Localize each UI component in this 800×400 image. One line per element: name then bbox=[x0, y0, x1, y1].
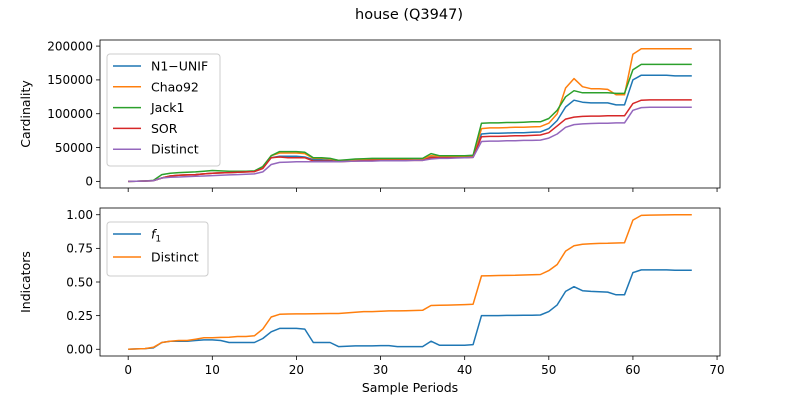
legend-entry: SOR bbox=[151, 121, 178, 136]
legend: N1−UNIF Chao92 Jack1 SOR Distinct bbox=[106, 53, 221, 167]
y-tick-label: 50000 bbox=[55, 141, 93, 155]
figure-title: house (Q3947) bbox=[355, 7, 463, 23]
legend-entry: Jack1 bbox=[150, 100, 184, 115]
x-tick-label: 10 bbox=[205, 363, 220, 377]
y-tick-label: 0.50 bbox=[66, 275, 93, 289]
legend-frame bbox=[106, 53, 221, 167]
x-tick-label: 30 bbox=[373, 363, 388, 377]
series-line-0 bbox=[128, 269, 692, 351]
y-axis-label: Cardinality bbox=[18, 80, 33, 148]
y-tick-label: 150000 bbox=[47, 73, 93, 87]
y-tick-label: 100000 bbox=[47, 107, 93, 121]
y-tick-label: 0 bbox=[85, 175, 93, 189]
y-tick-label: 0.25 bbox=[66, 309, 93, 323]
legend-entry: Distinct bbox=[151, 142, 199, 157]
series-line-1 bbox=[128, 213, 692, 351]
x-tick-label: 70 bbox=[709, 363, 724, 377]
series-line-4 bbox=[128, 106, 692, 183]
x-tick-label: 50 bbox=[541, 363, 556, 377]
cardinality-panel: 0 50000 100000 150000 200000 Cardinality N1−UN… bbox=[18, 39, 721, 192]
x-axis-label: Sample Periods bbox=[362, 380, 458, 395]
legend-entry: Distinct bbox=[151, 250, 199, 265]
y-tick-label: 0.75 bbox=[66, 242, 93, 256]
x-tick-label: 60 bbox=[625, 363, 640, 377]
x-tick-label: 20 bbox=[289, 363, 304, 377]
y-tick-label: 200000 bbox=[47, 39, 93, 53]
legend-frame bbox=[106, 221, 209, 277]
y-tick-label: 1.00 bbox=[66, 208, 93, 222]
y-tick-label: 0.00 bbox=[66, 343, 93, 357]
indicators-panel: 0 10 20 30 40 50 60 70 0.00 0.25 0.50 0.75 1.00 Indic… bbox=[18, 207, 725, 395]
x-tick-label: 0 bbox=[124, 363, 132, 377]
legend-entry: f1 bbox=[151, 227, 161, 245]
legend-entry: N1−UNIF bbox=[151, 59, 208, 74]
legend: f1 Distinct bbox=[106, 221, 209, 277]
x-tick-label: 40 bbox=[457, 363, 472, 377]
legend-entry: Chao92 bbox=[151, 79, 199, 94]
series-line-2 bbox=[128, 63, 692, 183]
y-axis-label: Indicators bbox=[18, 251, 33, 313]
